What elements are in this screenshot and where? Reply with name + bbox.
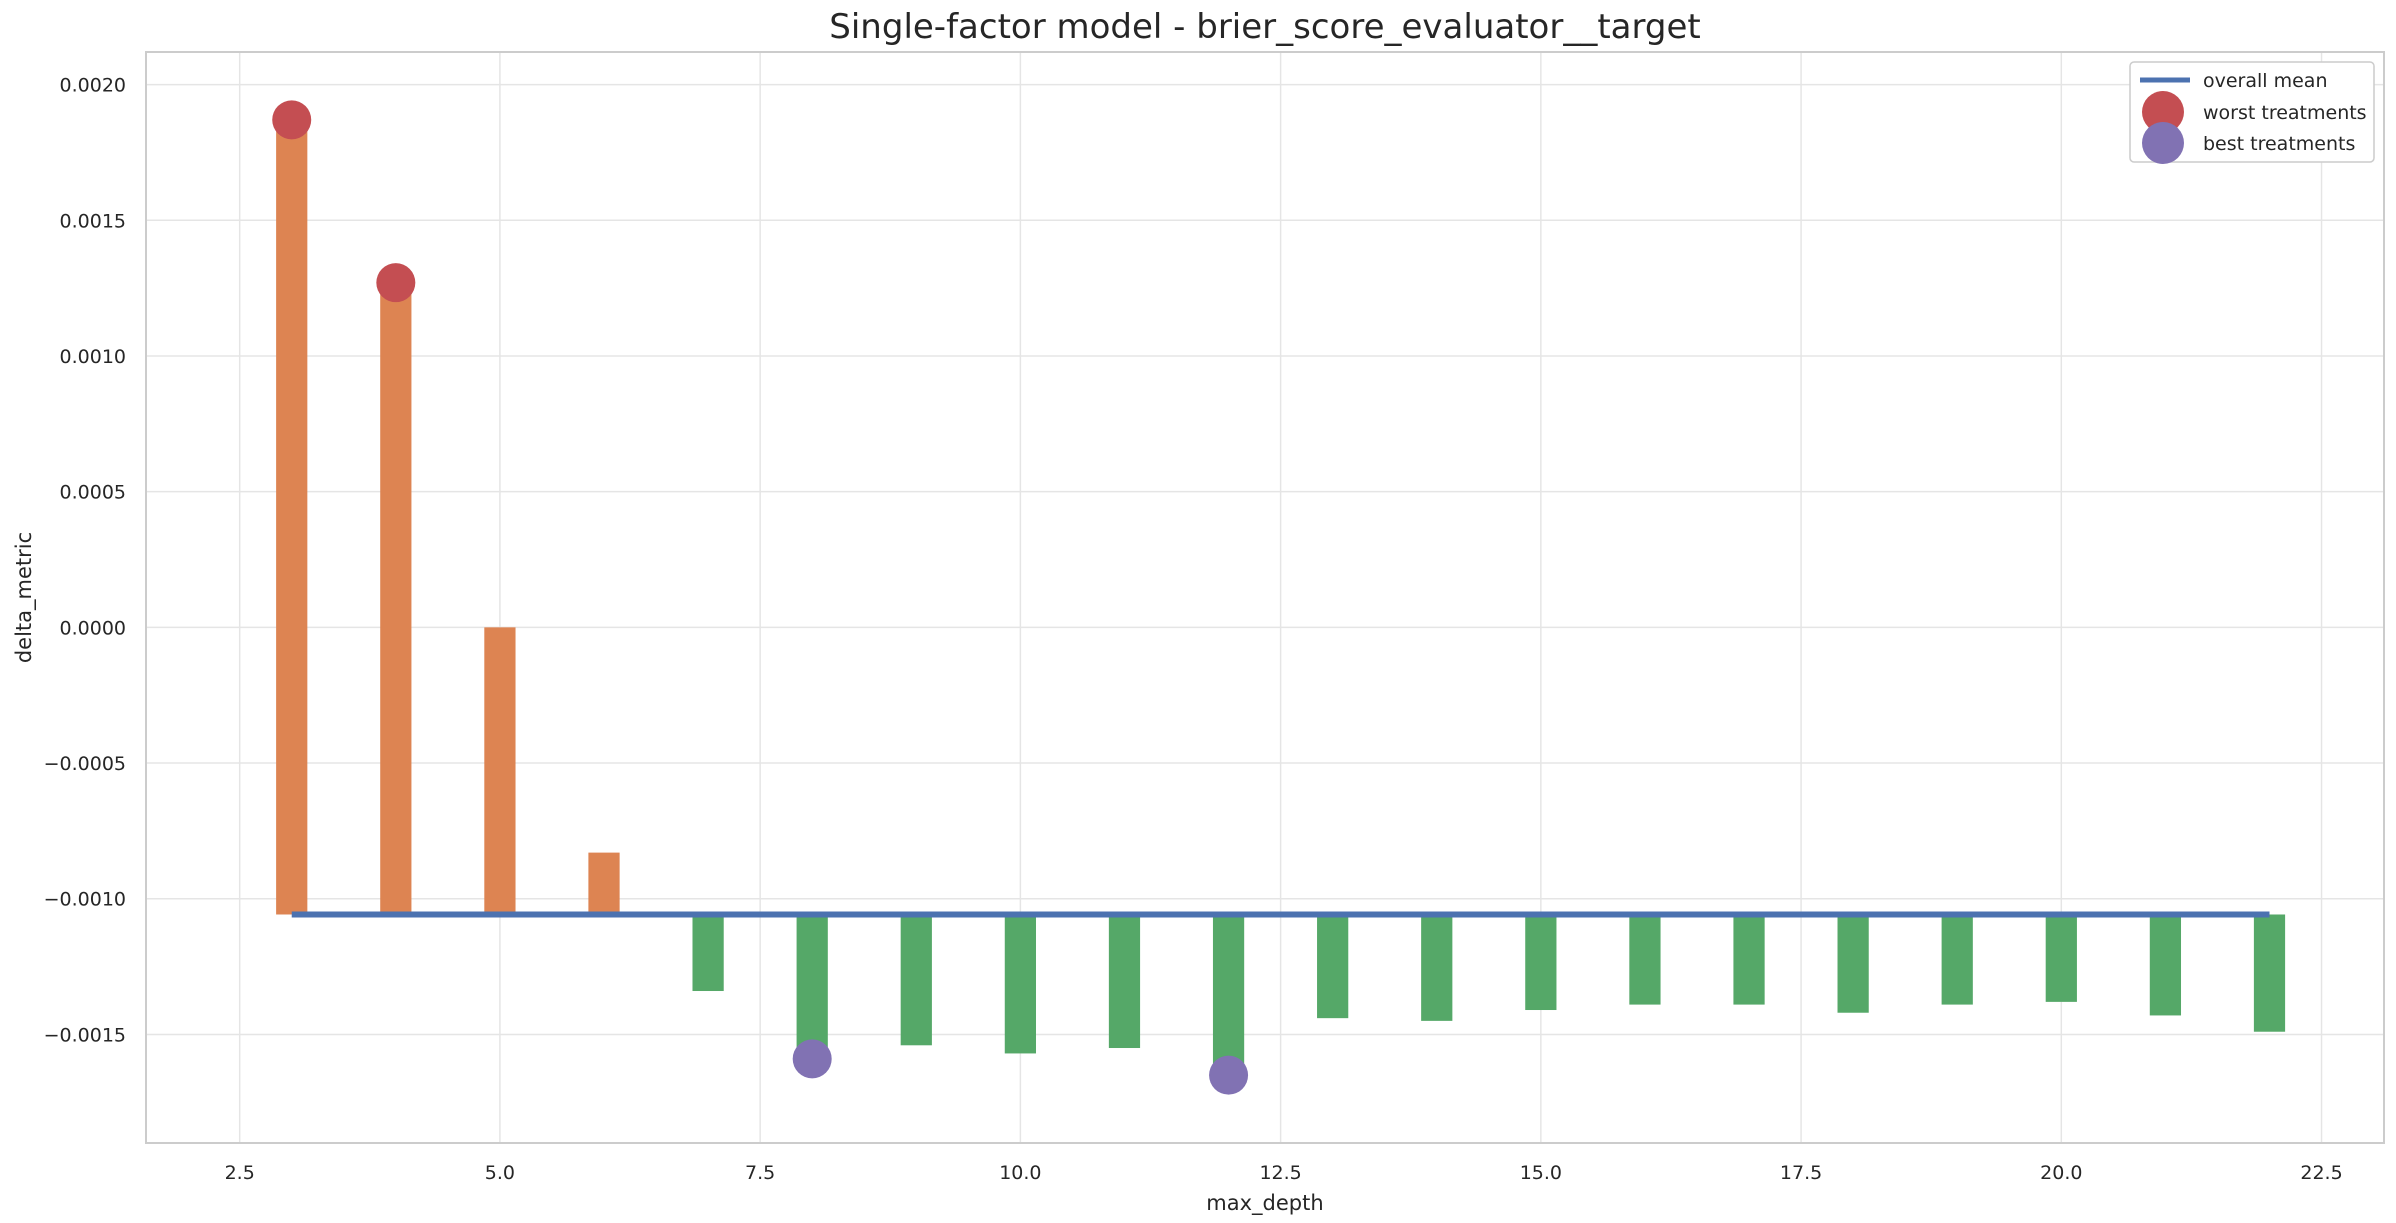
bar-5 — [484, 627, 516, 915]
y-tick-label-0: 0.0020 — [60, 75, 126, 97]
y-tick-label-5: −0.0005 — [44, 753, 126, 775]
bar-21 — [2149, 914, 2182, 1016]
y-tick-label-4: 0.0000 — [60, 617, 126, 639]
best-treatment-marker-8 — [792, 1039, 832, 1079]
y-tick-label-7: −0.0015 — [44, 1024, 126, 1046]
bar-12 — [1212, 914, 1245, 1076]
x-tick-labels: 2.5 5.0 7.5 10.0 12.5 15.0 17.5 20.0 22.5 — [225, 1162, 2343, 1184]
bar-10 — [1004, 914, 1036, 1054]
x-tick-label-7: 20.0 — [2040, 1162, 2082, 1184]
legend-worst-label: worst treatments — [2203, 102, 2367, 124]
bars — [276, 119, 2286, 1076]
bar-11 — [1108, 914, 1141, 1049]
bar-17 — [1733, 914, 1765, 1005]
legend-box — [2129, 61, 2375, 163]
bar-19 — [1941, 914, 1973, 1005]
bar-22 — [2253, 914, 2286, 1032]
bar-20 — [2045, 914, 2077, 1002]
bar-3 — [276, 119, 308, 915]
legend-mean-label: overall mean — [2203, 70, 2328, 92]
worst-treatment-marker-4 — [376, 263, 416, 303]
x-tick-label-2: 7.5 — [745, 1162, 775, 1184]
bar-7 — [692, 914, 724, 992]
bar-18 — [1837, 914, 1869, 1013]
y-tick-label-1: 0.0015 — [60, 210, 126, 232]
y-tick-label-3: 0.0005 — [60, 482, 126, 504]
bar-13 — [1317, 914, 1349, 1019]
x-tick-label-5: 15.0 — [1520, 1162, 1562, 1184]
best-treatment-marker-12 — [1209, 1055, 1249, 1095]
bar-14 — [1421, 914, 1453, 1021]
bar-9 — [900, 914, 932, 1046]
markers — [272, 100, 1249, 1095]
y-tick-labels: 0.0020 0.0015 0.0010 0.0005 0.0000 −0.0005 −0.… — [44, 75, 126, 1047]
legend-worst-swatch — [2142, 91, 2184, 133]
bar-15 — [1525, 914, 1557, 1011]
x-axis-label: max_depth — [1206, 1191, 1323, 1216]
chart-title: Single-factor model - brier_score_evalua… — [829, 7, 1700, 47]
y-tick-label-2: 0.0010 — [60, 346, 126, 368]
y-tick-label-6: −0.0010 — [44, 889, 126, 911]
x-tick-label-8: 22.5 — [2300, 1162, 2342, 1184]
bar-4 — [380, 282, 412, 915]
bar-6 — [588, 852, 620, 915]
grid — [146, 52, 2384, 1143]
x-tick-label-1: 5.0 — [485, 1162, 515, 1184]
x-tick-label-0: 2.5 — [225, 1162, 255, 1184]
legend-best-swatch — [2142, 122, 2184, 164]
legend-best-label: best treatments — [2203, 133, 2355, 155]
x-tick-label-4: 12.5 — [1259, 1162, 1301, 1184]
worst-treatment-marker-3 — [272, 100, 312, 140]
legend: overall mean worst treatments best treat… — [2129, 61, 2375, 164]
x-tick-label-6: 17.5 — [1780, 1162, 1822, 1184]
plot-frame — [145, 51, 2385, 1144]
bar-16 — [1629, 914, 1661, 1005]
y-axis-label: delta_metric — [12, 532, 37, 663]
bar-8 — [796, 914, 828, 1059]
x-tick-label-3: 10.0 — [999, 1162, 1041, 1184]
